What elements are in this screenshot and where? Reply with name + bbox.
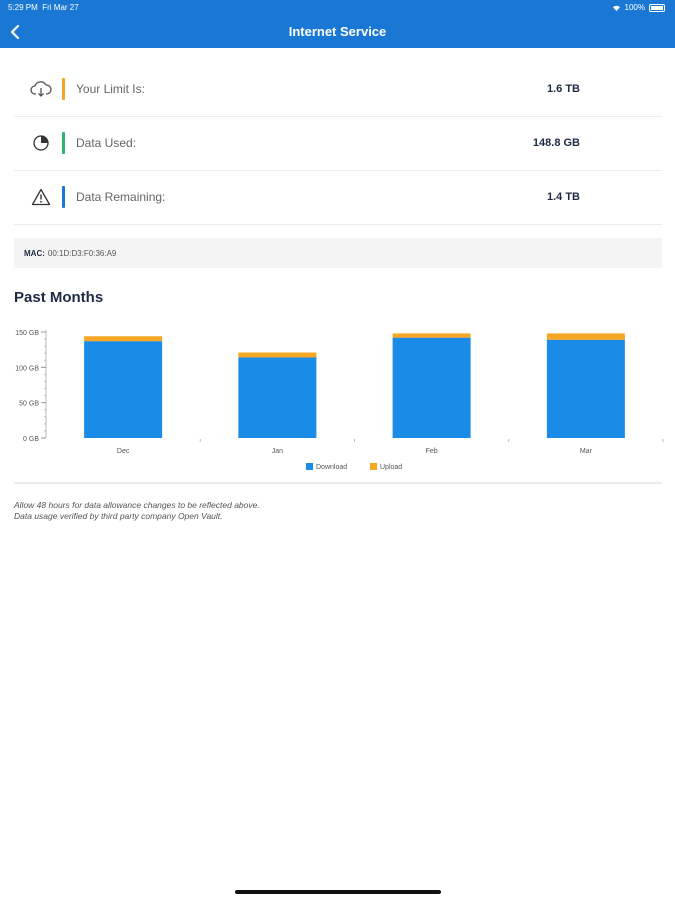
data-used-row: Data Used: 148.8 GB <box>14 116 662 171</box>
status-indicators: 100% <box>612 3 665 12</box>
data-used-accent-bar <box>62 132 65 154</box>
y-tick-label: 150 GB <box>15 330 39 337</box>
bar-download-mar <box>546 339 625 438</box>
x-tick-label: Dec <box>117 448 130 455</box>
x-tick-label: Mar <box>580 448 593 455</box>
legend-label-upload: Upload <box>380 464 402 471</box>
limit-value: 1.6 TB <box>546 83 580 95</box>
footnote-allowance: Allow 48 hours for data allowance change… <box>14 500 260 510</box>
legend-label-download: Download <box>316 464 347 471</box>
data-used-value: 148.8 GB <box>532 137 580 149</box>
data-remaining-label: Data Remaining: <box>76 190 166 204</box>
warning-icon <box>30 186 52 208</box>
mac-address-box: MAC: 00:1D:D3:F0:36:A9 <box>14 238 662 268</box>
usage-bar-chart: 0 GB 50 GB 100 GB 150 GB Dec Jan Feb Mar Downloa… <box>15 330 664 471</box>
y-tick-label: 0 GB <box>23 436 39 443</box>
bar-download-dec <box>84 341 163 438</box>
bar-upload-feb <box>392 333 471 338</box>
home-indicator <box>235 890 441 894</box>
chevron-left-icon <box>10 25 20 39</box>
battery-percent: 100% <box>624 3 645 12</box>
data-remaining-value: 1.4 TB <box>546 191 580 203</box>
legend-swatch-download <box>306 463 313 470</box>
bar-upload-dec <box>84 336 163 342</box>
cloud-icon <box>30 78 52 100</box>
data-remaining-accent-bar <box>62 186 65 208</box>
legend-swatch-upload <box>370 463 377 470</box>
status-time: 5:29 PM Fri Mar 27 <box>8 3 79 12</box>
chart-divider <box>14 482 662 484</box>
bar-upload-jan <box>238 352 317 358</box>
x-tick-label: Jan <box>272 448 283 455</box>
bar-download-jan <box>238 357 317 438</box>
page-title: Internet Service <box>288 24 387 39</box>
footnote-verification: Data usage verified by third party compa… <box>14 511 223 521</box>
y-tick-label: 100 GB <box>15 365 39 372</box>
y-tick-label: 50 GB <box>19 401 39 408</box>
pie-chart-icon <box>30 132 52 154</box>
app-header: 5:29 PM Fri Mar 27 100% Internet Service <box>0 0 675 48</box>
x-tick-label: Feb <box>426 448 438 455</box>
battery-icon <box>649 3 665 12</box>
past-months-title: Past Months <box>14 289 104 306</box>
data-used-label: Data Used: <box>76 136 137 150</box>
data-remaining-row: Data Remaining: 1.4 TB <box>14 170 662 225</box>
back-button[interactable] <box>6 22 24 42</box>
limit-label: Your Limit Is: <box>76 82 145 96</box>
mac-label: MAC: <box>24 248 45 258</box>
bar-download-feb <box>392 337 471 438</box>
mac-value: 00:1D:D3:F0:36:A9 <box>47 248 117 258</box>
footnotes: Allow 48 hours for data allowance change… <box>14 500 260 522</box>
limit-accent-bar <box>62 78 65 100</box>
limit-row: Your Limit Is: 1.6 TB <box>14 62 662 117</box>
bar-upload-mar <box>546 333 625 340</box>
wifi-icon <box>612 5 620 11</box>
